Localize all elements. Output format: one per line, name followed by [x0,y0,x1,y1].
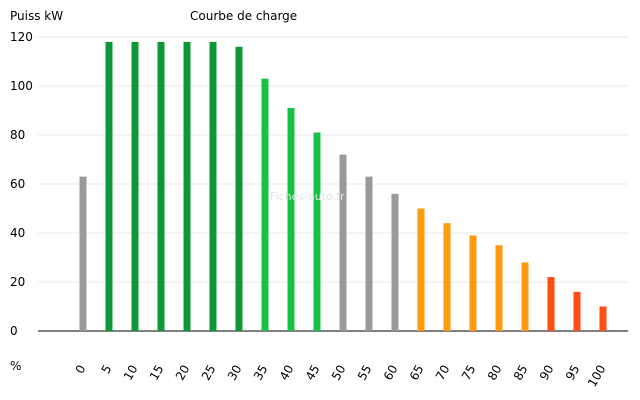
x-tick-label: 60 [381,363,401,383]
watermark: Fiches-auto.fr [270,190,345,203]
y-tick-label: 0 [10,324,18,338]
bar-15 [157,41,165,332]
bar-20 [183,41,191,332]
x-tick-label: 75 [459,363,479,383]
y-tick-label: 80 [10,128,25,142]
y-tick-label: 20 [10,275,25,289]
y-tick-labels: 0 20 40 60 80 100 120 [10,30,33,338]
bar-45 [313,132,321,331]
x-tick-label: 5 [99,363,115,377]
bars [79,41,607,332]
x-tick-label: 0 [73,363,89,377]
x-tick-labels: 0 5 10 15 20 25 30 35 40 45 50 55 60 65 70 75 80 85 90 95 10… [73,363,609,390]
x-tick-label: 15 [147,363,167,383]
x-tick-label: 45 [303,363,323,383]
bar-50 [339,154,347,331]
x-tick-label: 20 [173,363,193,383]
bar-85 [521,262,529,331]
bar-60 [391,193,399,331]
bar-25 [209,41,217,332]
bar-40 [287,108,295,331]
bar-70 [443,223,451,331]
bar-80 [495,245,503,331]
y-tick-label: 60 [10,177,25,191]
bar-90 [547,277,555,331]
bar-100 [599,306,607,331]
x-tick-label: 50 [329,363,349,383]
x-axis-label: % [10,359,21,373]
chart-title: Courbe de charge [190,9,297,23]
bar-30 [235,46,243,332]
x-tick-label: 10 [121,363,141,383]
y-tick-label: 100 [10,79,33,93]
x-tick-label: 25 [199,363,219,383]
x-tick-label: 35 [251,363,271,383]
x-tick-label: 55 [355,363,375,383]
bar-5 [105,41,113,332]
x-tick-label: 100 [585,363,609,390]
y-axis-label: Puiss kW [10,9,63,23]
x-tick-label: 80 [485,363,505,383]
bar-65 [417,208,425,331]
x-tick-label: 95 [563,363,583,383]
x-tick-label: 40 [277,363,297,383]
x-tick-label: 30 [225,363,245,383]
x-tick-label: 90 [537,363,557,383]
bar-10 [131,41,139,332]
x-tick-label: 65 [407,363,427,383]
gridlines [38,36,628,283]
bar-95 [573,291,581,331]
y-tick-label: 120 [10,30,33,44]
bar-55 [365,176,373,331]
x-tick-label: 70 [433,363,453,383]
bar-0 [79,176,87,331]
y-tick-label: 40 [10,226,25,240]
bar-35 [261,78,269,332]
bar-75 [469,235,477,331]
x-tick-label: 85 [511,363,531,383]
